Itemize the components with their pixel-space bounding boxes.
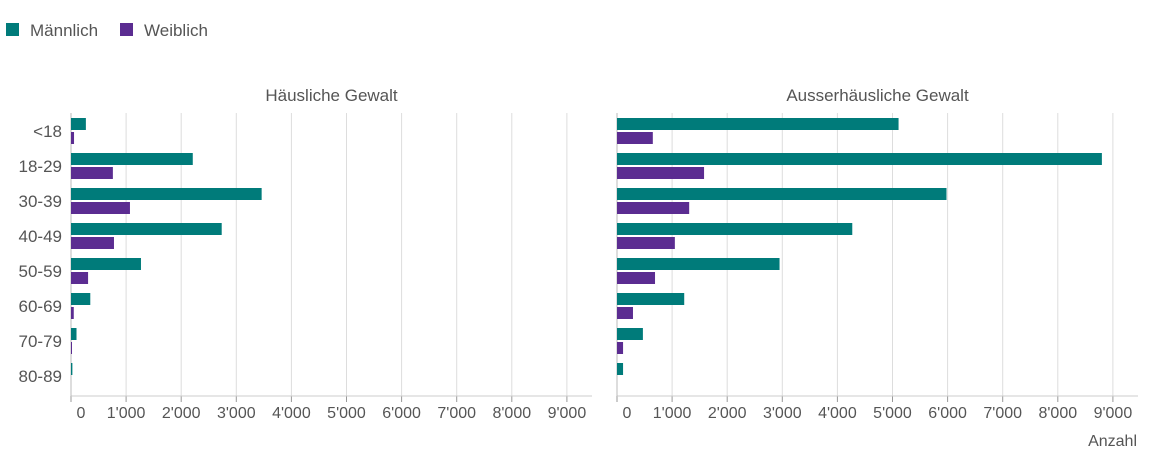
y-tick-label: 18-29 [19, 157, 62, 176]
legend-swatch-female [120, 23, 133, 36]
bar-male [617, 118, 899, 130]
x-tick-label: 7'000 [983, 405, 1022, 422]
bar-male [617, 363, 624, 375]
bar-female [71, 272, 89, 284]
panel-title: Häusliche Gewalt [265, 86, 398, 105]
x-tick-label: 6'000 [382, 405, 421, 422]
bar-female [71, 237, 114, 249]
x-tick-label: 8'000 [1038, 405, 1077, 422]
x-tick-label: 7'000 [437, 405, 476, 422]
x-axis-label: Anzahl [1088, 433, 1137, 450]
x-tick-label: 1'000 [653, 405, 692, 422]
bar-male [71, 188, 262, 200]
bar-male [71, 223, 222, 235]
bar-female [617, 342, 624, 354]
bar-male [71, 153, 193, 165]
bar-female [617, 307, 633, 319]
legend-label-female: Weiblich [144, 21, 208, 40]
x-tick-label: 4'000 [818, 405, 857, 422]
bar-male [617, 223, 853, 235]
legend-swatch-male [6, 23, 19, 36]
bar-female [617, 202, 690, 214]
y-tick-label: 80-89 [19, 367, 62, 386]
bar-male [617, 153, 1102, 165]
bar-female [71, 307, 74, 319]
bar-male [617, 258, 780, 270]
bar-male [71, 328, 77, 340]
bar-female [71, 202, 130, 214]
x-tick-label: 3'000 [217, 405, 256, 422]
bar-male [617, 293, 685, 305]
bar-male [71, 258, 141, 270]
x-tick-label: 3'000 [763, 405, 802, 422]
x-tick-label: 1'000 [107, 405, 146, 422]
x-tick-label: 5'000 [327, 405, 366, 422]
legend: Männlich Weiblich [6, 21, 208, 40]
x-tick-label: 6'000 [928, 405, 967, 422]
panel-title: Ausserhäusliche Gewalt [786, 86, 969, 105]
x-tick-label: 5'000 [873, 405, 912, 422]
x-tick-label: 2'000 [162, 405, 201, 422]
bar-female [617, 272, 656, 284]
x-tick-label: 8'000 [492, 405, 531, 422]
bar-female [617, 237, 675, 249]
bar-male [617, 188, 947, 200]
bar-female [617, 132, 653, 144]
x-tick-label: 9'000 [1094, 405, 1133, 422]
x-tick-label: 4'000 [272, 405, 311, 422]
y-tick-label: 50-59 [19, 262, 62, 281]
y-tick-label: <18 [33, 122, 62, 141]
bar-female [71, 132, 75, 144]
bar-female [71, 342, 72, 354]
x-tick-label: 2'000 [708, 405, 747, 422]
y-tick-label: 40-49 [19, 227, 62, 246]
bar-male [71, 363, 73, 375]
x-tick-label: 9'000 [548, 405, 587, 422]
x-tick-label: 0 [77, 405, 86, 422]
bar-female [617, 167, 705, 179]
bar-male [71, 118, 86, 130]
y-tick-label: 30-39 [19, 192, 62, 211]
y-tick-label: 60-69 [19, 297, 62, 316]
y-tick-label: 70-79 [19, 332, 62, 351]
bar-male [71, 293, 91, 305]
bar-male [617, 328, 643, 340]
legend-label-male: Männlich [30, 21, 98, 40]
x-tick-label: 0 [623, 405, 632, 422]
bar-female [71, 167, 113, 179]
